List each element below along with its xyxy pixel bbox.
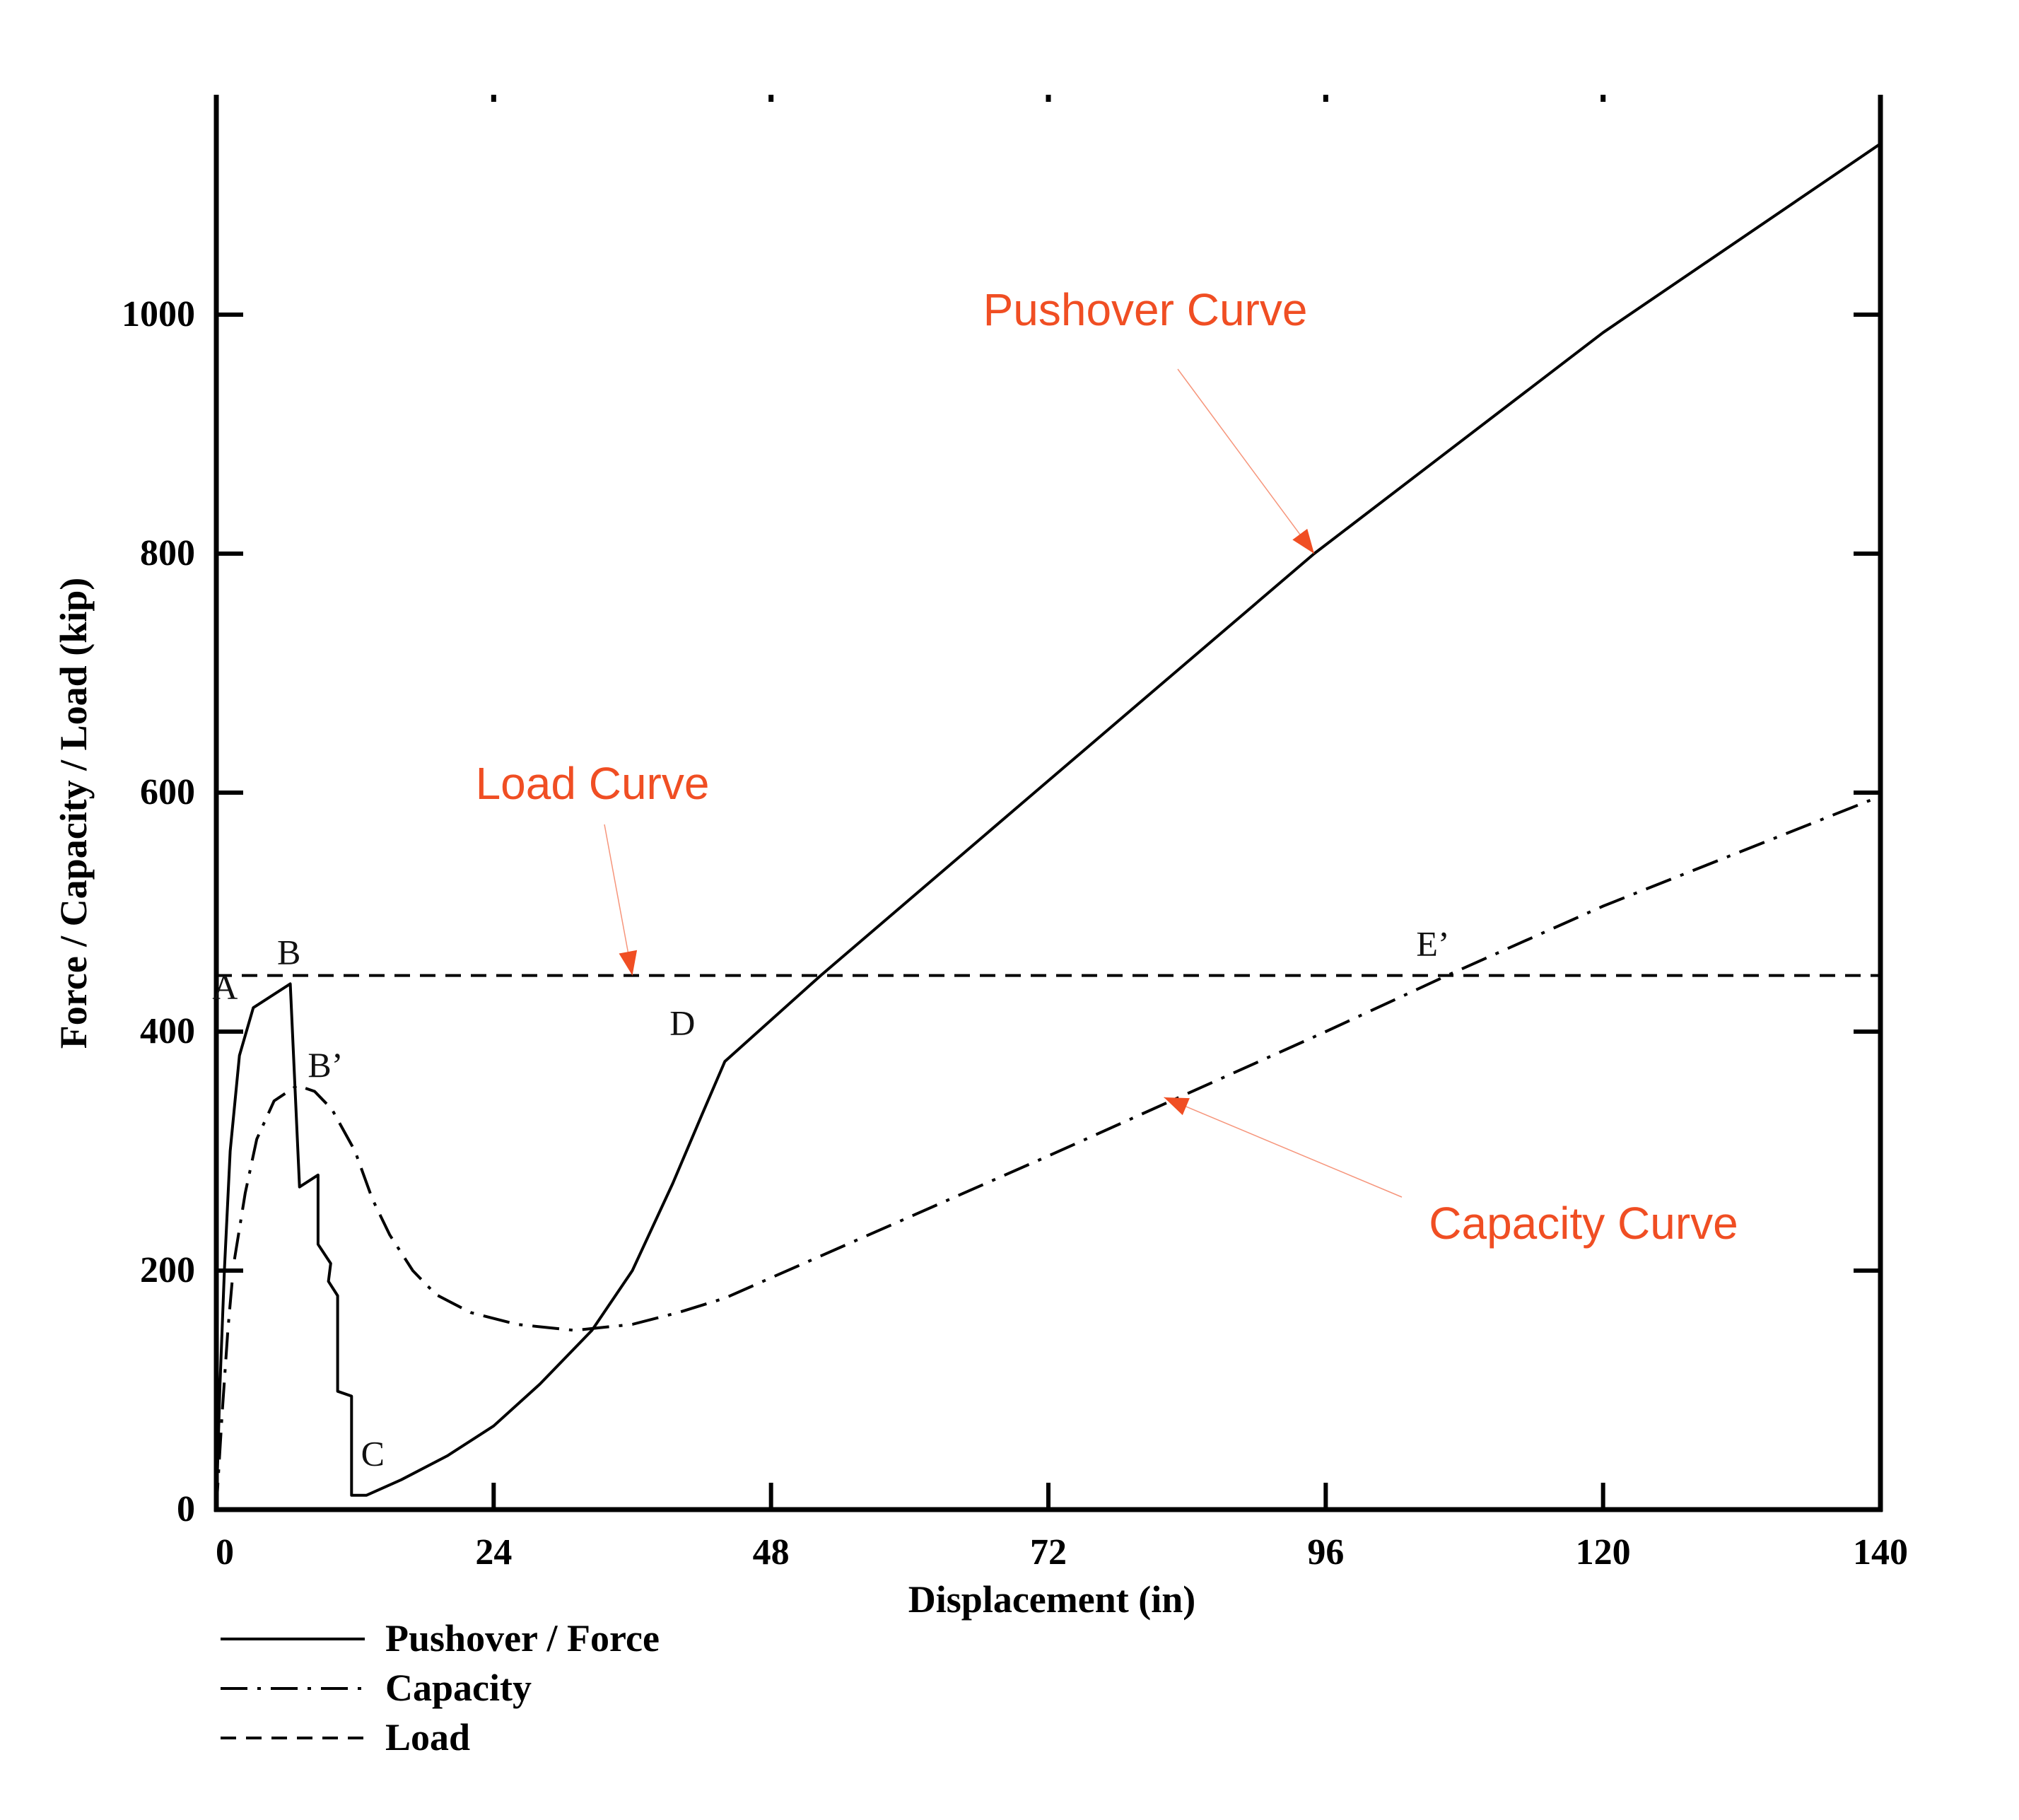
point-label-b: B’ [308,1045,343,1085]
x-tick-label: 24 [475,1532,512,1573]
annotations: Pushover Curve Load Curve Capacity Curve [476,284,1738,1249]
legend: Pushover / Force Capacity Load [221,1617,660,1758]
axes: 0 24 48 72 96 120 140 0 200 400 600 800 1000 [122,95,1908,1573]
y-tick-label: 600 [140,772,195,812]
y-tick-label: 800 [140,533,195,573]
x-tick-label: 48 [753,1532,790,1573]
point-label-e: E’ [1416,924,1449,964]
series-capacity [215,795,1881,1510]
annotation-arrow-line [604,824,633,976]
annotation-arrow-line [1177,368,1315,554]
annotation-label: Capacity Curve [1429,1198,1738,1249]
arrowhead-icon [1164,1097,1190,1116]
y-tick-label: 1000 [122,294,195,334]
legend-label: Capacity [385,1667,532,1709]
x-tick-label: 120 [1576,1532,1631,1573]
x-tick-label: 0 [216,1532,234,1573]
y-tick-label: 0 [177,1489,195,1529]
y-axis-label: Force / Capacity / Load (kip) [52,578,95,1049]
arrowhead-icon [1292,528,1314,554]
y-tick-label: 200 [140,1250,195,1290]
x-tick-label: 96 [1307,1532,1344,1573]
point-label-d: D [669,1003,695,1042]
series-pushover-force [215,142,1882,1510]
annotation-label: Load Curve [476,758,710,809]
series-group [215,142,1882,1510]
point-labels: AB B’ C D E’ [212,924,1449,1474]
point-label-c: C [361,1434,385,1474]
y-tick-label: 400 [140,1011,195,1051]
arrowhead-icon [619,950,638,976]
legend-label: Load [385,1716,470,1758]
annotation-label: Pushover Curve [983,284,1308,335]
point-label-a: A [212,967,238,1007]
x-tick-label: 140 [1853,1532,1908,1573]
point-label-b: B [277,932,300,972]
x-tick-label: 72 [1030,1532,1067,1573]
annotation-arrow-line [1164,1097,1403,1198]
x-axis-label: Displacement (in) [908,1578,1195,1621]
legend-label: Pushover / Force [385,1617,660,1659]
